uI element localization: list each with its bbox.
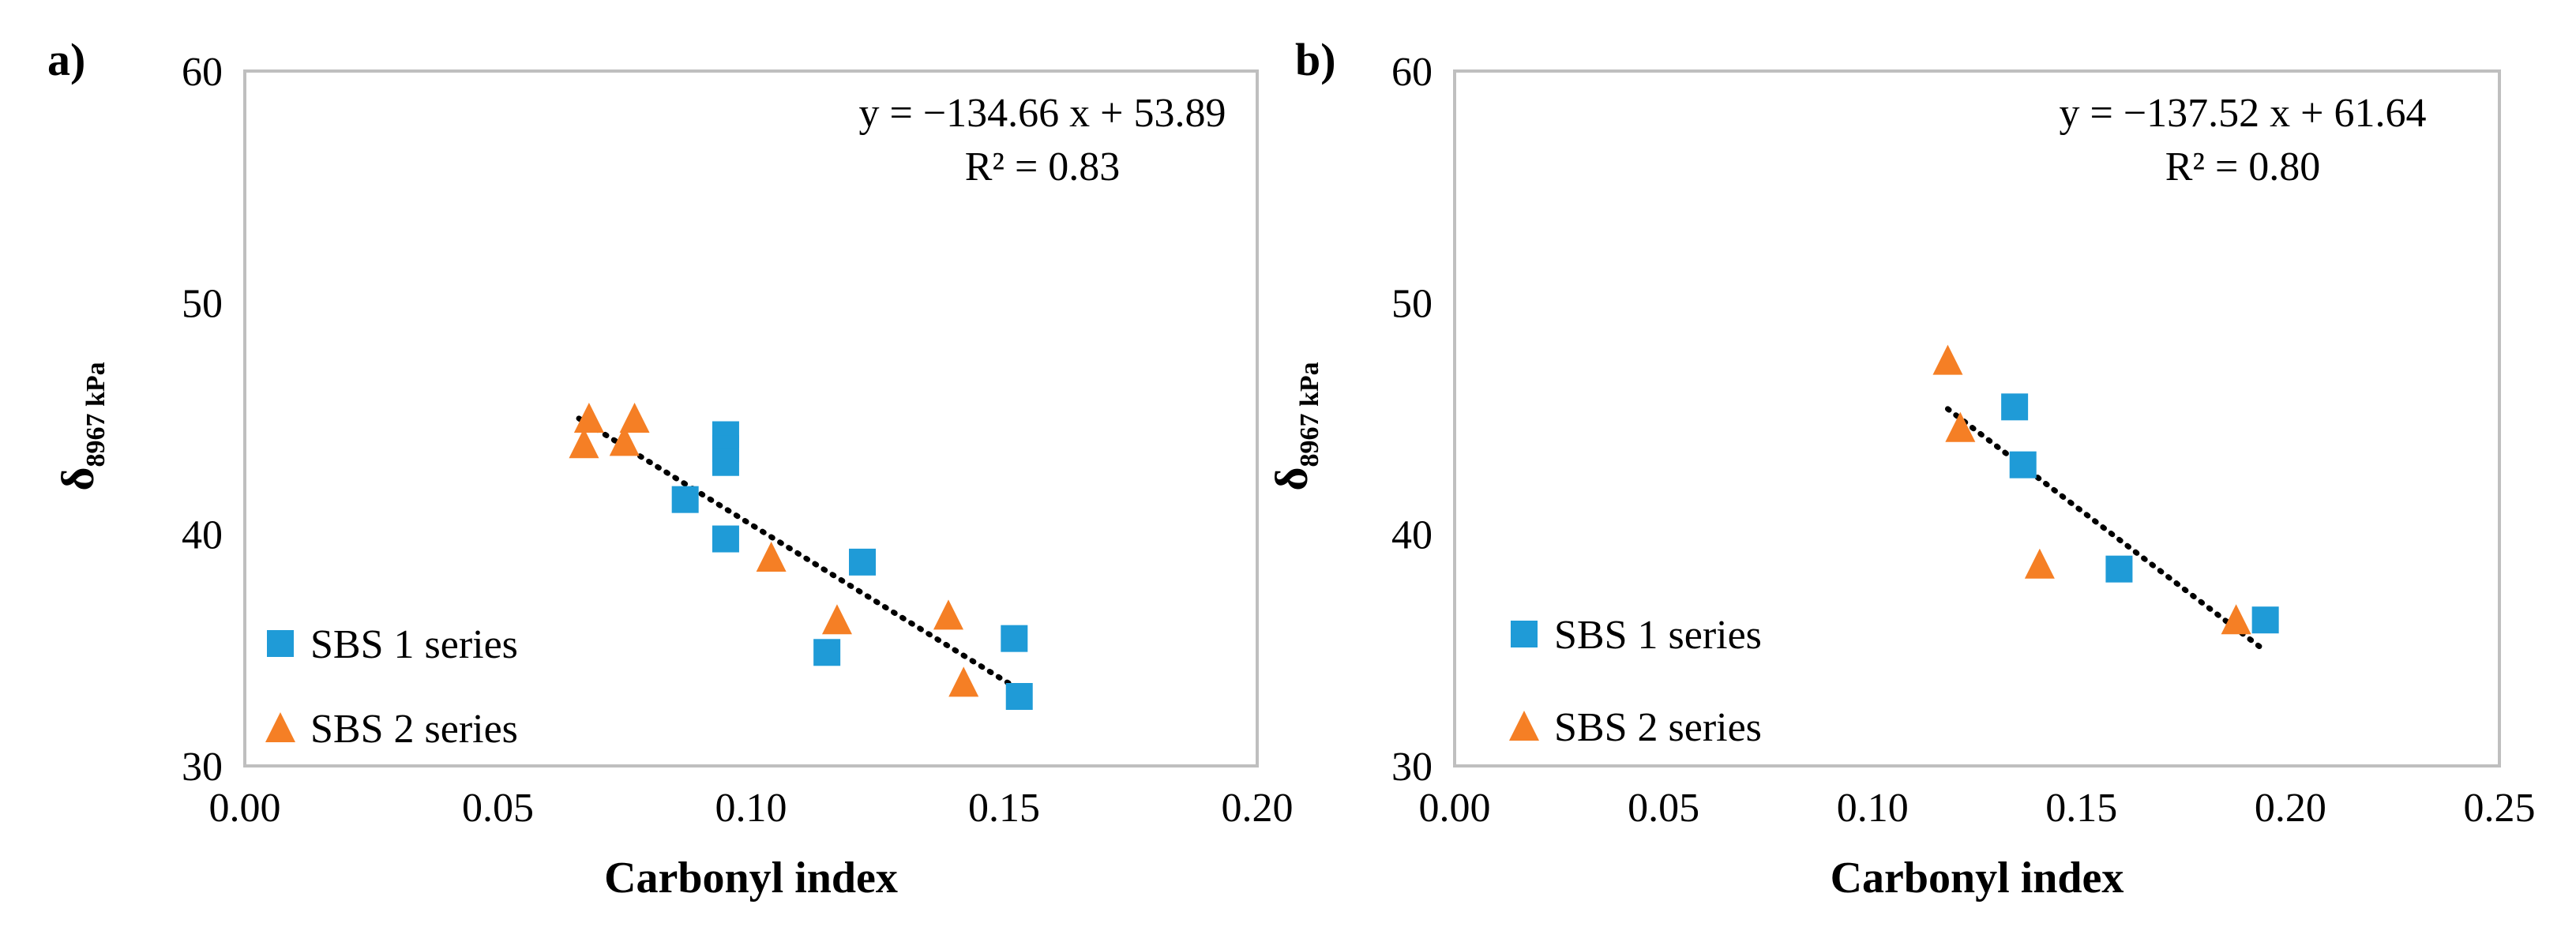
legend-marker-1 [267, 630, 294, 657]
sbs1-data-point [671, 486, 699, 513]
trendline-equation: y = −134.66 x + 53.89 [859, 91, 1226, 136]
y-axis-title-symbol: δ [52, 467, 103, 491]
y-tick-label: 40 [1391, 513, 1433, 558]
sbs1-data-point [2251, 606, 2279, 634]
sbs2-data-point [1945, 411, 1976, 442]
r-squared-label: R² = 0.80 [2165, 144, 2321, 190]
sbs2-data-point [569, 428, 599, 459]
sbs2-data-point [619, 403, 650, 433]
legend-label-2: SBS 2 series [1554, 705, 1762, 750]
y-axis-title-subscript: 8967 kPa [81, 362, 111, 467]
sbs1-data-point [849, 548, 877, 576]
panel-label: b) [1295, 34, 1336, 85]
trendline [576, 415, 1027, 696]
x-tick-label: 0.00 [209, 786, 281, 831]
x-tick-label: 0.00 [1419, 786, 1491, 831]
y-tick-label: 60 [1391, 50, 1433, 95]
sbs2-data-point [933, 599, 963, 630]
sbs1-data-point [2009, 451, 2037, 479]
trendline-equation: y = −137.52 x + 61.64 [2060, 91, 2427, 136]
sbs1-data-point [712, 448, 739, 476]
sbs1-data-point [1005, 683, 1033, 710]
x-axis-title: Carbonyl index [1831, 854, 2124, 903]
panel-label: a) [47, 34, 85, 85]
sbs2-data-point [948, 666, 979, 697]
sbs2-data-point [1932, 344, 1963, 375]
x-tick-label: 0.20 [2255, 786, 2326, 831]
sbs1-data-point [2001, 393, 2029, 421]
y-tick-label: 60 [182, 50, 223, 95]
sbs1-data-point [813, 639, 841, 666]
x-tick-label: 0.15 [968, 786, 1040, 831]
sbs2-data-point [821, 604, 852, 635]
sbs2-data-point [2024, 548, 2055, 579]
legend-label-1: SBS 1 series [1554, 613, 1762, 658]
sbs1-data-point [1001, 625, 1028, 652]
plot-frame [1453, 69, 2501, 767]
plot-frame [243, 69, 1259, 767]
y-tick-label: 30 [182, 745, 223, 790]
sbs1-data-point [712, 525, 739, 553]
legend-marker-2 [265, 712, 295, 742]
y-tick-label: 50 [182, 281, 223, 326]
y-axis-title: δ8967 kPa [1266, 362, 1324, 490]
legend-marker-1 [1511, 621, 1538, 647]
x-tick-label: 0.25 [2464, 786, 2536, 831]
x-tick-label: 0.10 [1837, 786, 1909, 831]
sbs2-data-point [2221, 604, 2251, 635]
sbs2-data-point [573, 403, 604, 433]
sbs1-data-point [2105, 555, 2133, 583]
legend-label-1: SBS 1 series [310, 622, 518, 667]
x-tick-label: 0.15 [2045, 786, 2117, 831]
y-axis-title-subscript: 8967 kPa [1295, 362, 1324, 467]
legend-marker-2 [1509, 711, 1539, 741]
y-tick-label: 40 [182, 513, 223, 558]
x-tick-label: 0.10 [715, 786, 787, 831]
x-tick-label: 0.05 [462, 786, 534, 831]
chart-panel-a: 0.00 0.05 0.10 0.15 0.20 30 40 50 60 Carbonyl ind… [47, 34, 1294, 903]
chart-panel-b: 0.00 0.05 0.10 0.15 0.20 0.25 30 40 50 60 Carbonyl… [1266, 34, 2536, 903]
sbs2-data-point [609, 426, 640, 456]
sbs2-data-point [756, 542, 787, 572]
y-axis-title-symbol: δ [1266, 467, 1317, 491]
x-tick-label: 0.05 [1628, 786, 1699, 831]
y-tick-label: 30 [1391, 745, 1433, 790]
r-squared-label: R² = 0.83 [965, 144, 1121, 190]
y-tick-label: 50 [1391, 281, 1433, 326]
x-tick-label: 0.20 [1222, 786, 1294, 831]
legend-label-2: SBS 2 series [310, 707, 518, 752]
trendline [1944, 406, 2264, 651]
y-axis-title: δ8967 kPa [52, 362, 111, 490]
x-axis-title: Carbonyl index [604, 854, 898, 903]
